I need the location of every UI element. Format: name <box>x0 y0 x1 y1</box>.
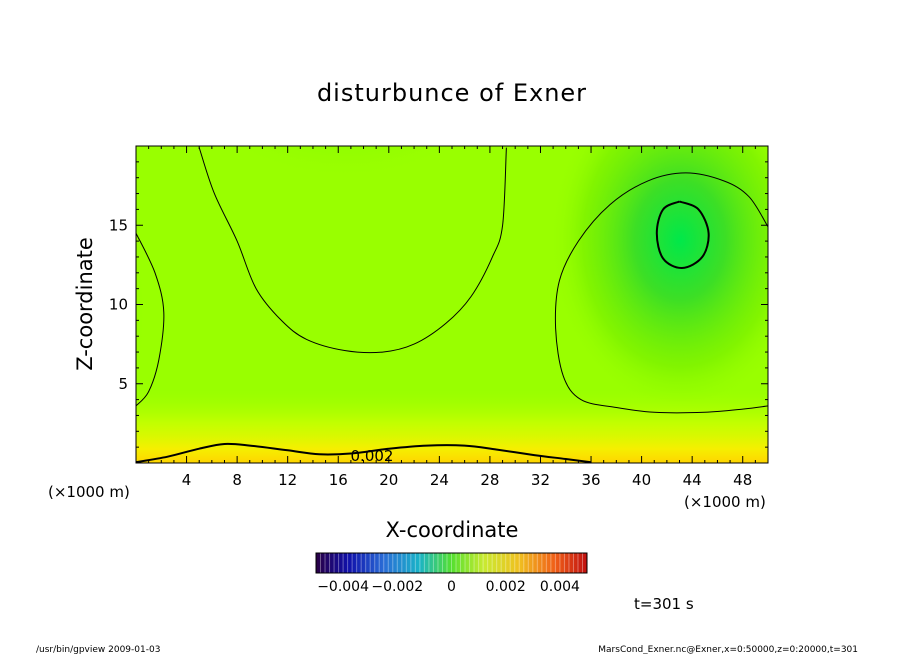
time-label: t=301 s <box>634 595 694 613</box>
contour-lines <box>136 147 768 463</box>
colorbar-fill <box>316 553 587 573</box>
contour-label: 0.002 <box>351 447 394 465</box>
x-tick-label: 20 <box>379 471 398 489</box>
colorbar-tick-label: 0.004 <box>540 579 580 595</box>
colorbar: −0.004 −0.002 0 0.002 0.004 <box>315 552 588 595</box>
x-tick-label: 4 <box>182 471 192 489</box>
x-axis-unit-right: (×1000 m) <box>684 493 766 511</box>
field-top-center-low <box>175 146 515 300</box>
x-axis-title: X-coordinate <box>386 518 519 542</box>
contour-right-blob <box>554 172 768 414</box>
field-bottom-high <box>136 390 768 463</box>
x-tick-label: 32 <box>531 471 550 489</box>
chart-title: disturbunce of Exner <box>317 79 587 107</box>
y-axis-ticks: 5 10 15 <box>109 161 768 448</box>
colorbar-stripes <box>320 553 583 573</box>
x-tick-label: 48 <box>733 471 752 489</box>
colorbar-tick-label: −0.004 <box>317 579 369 595</box>
colorbar-tick-label: −0.002 <box>371 579 423 595</box>
x-tick-label: 44 <box>683 471 702 489</box>
x-tick-label: 24 <box>430 471 449 489</box>
y-tick-label: 10 <box>109 296 128 314</box>
plot-area: 0.002 <box>136 146 768 465</box>
field-left-edge-low <box>136 180 196 440</box>
y-axis-title: Z-coordinate <box>73 237 97 371</box>
contour-inner-max <box>655 200 710 270</box>
x-tick-label: 36 <box>581 471 600 489</box>
x-tick-label: 16 <box>329 471 348 489</box>
footer-right: MarsCond_Exner.nc@Exner,x=0:50000,z=0:20… <box>598 645 858 654</box>
x-tick-label: 28 <box>480 471 499 489</box>
contour-upper-center <box>198 147 507 354</box>
x-tick-label: 40 <box>632 471 651 489</box>
colorbar-tick-label: 0.002 <box>486 579 526 595</box>
y-tick-label: 15 <box>109 216 128 234</box>
x-tick-label: 12 <box>278 471 297 489</box>
colorbar-tick-label: 0 <box>447 579 456 595</box>
field-right-blob-low <box>550 146 768 410</box>
colorbar-border <box>315 552 588 574</box>
x-axis-ticks: 4 8 12 16 20 24 28 32 36 40 44 48 <box>148 146 756 489</box>
colorbar-tick-labels: −0.004 −0.002 0 0.002 0.004 <box>317 579 580 595</box>
contour-left-edge <box>136 232 165 407</box>
x-tick-label: 8 <box>232 471 242 489</box>
y-tick-label: 5 <box>118 375 128 393</box>
footer-left: /usr/bin/gpview 2009-01-03 <box>36 645 160 654</box>
contour-bottom <box>136 442 592 463</box>
x-axis-unit-left: (×1000 m) <box>48 483 130 501</box>
